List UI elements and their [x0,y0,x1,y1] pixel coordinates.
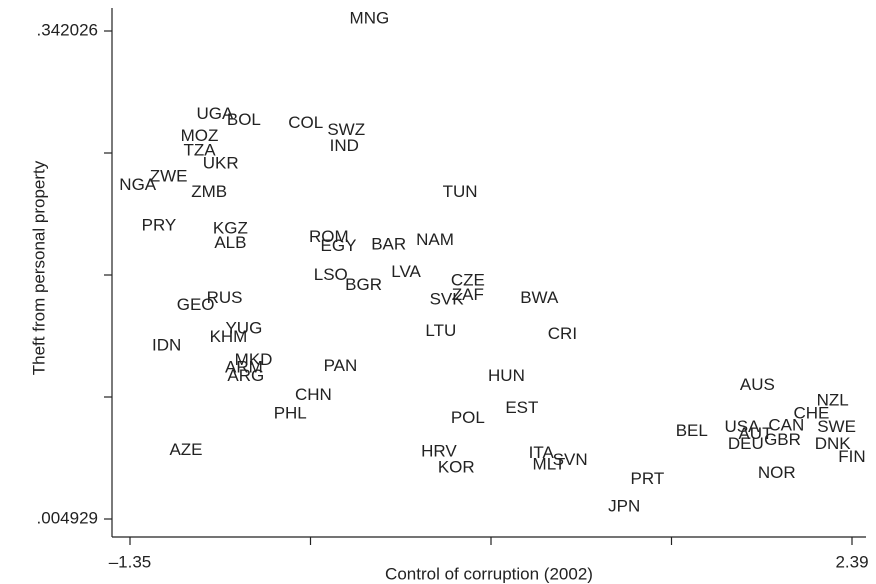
point-label: NOR [758,463,796,482]
point-label: BGR [345,275,382,294]
point-label: LVA [391,262,421,281]
point-label: NAM [416,230,454,249]
point-label: YUG [225,318,262,337]
point-label: POL [451,408,485,427]
point-label: SWZ [327,120,365,139]
point-label: CAN [768,415,804,434]
point-label: MNG [350,8,390,27]
point-label: EST [505,398,538,417]
x-tick-label: –1.35 [109,552,152,571]
point-label: MOZ [181,126,219,145]
point-label: ROM [309,227,349,246]
point-label: ZWE [150,166,188,185]
point-label: USA [724,417,760,436]
point-label: ITA [529,443,555,462]
point-label: SVN [553,450,588,469]
point-label: KOR [438,457,475,476]
y-tick-label: .004929 [37,508,98,527]
point-label: KGZ [213,218,248,237]
point-label: ARM [225,357,263,376]
point-label: BAR [371,234,406,253]
point-label: IDN [152,336,181,355]
point-label: UKR [203,153,239,172]
point-label: BOL [227,110,261,129]
point-label: HRV [421,441,457,460]
y-axis-label: Theft from personal property [29,160,48,375]
point-label: KHM [210,327,248,346]
point-label: RUS [207,288,243,307]
point-label: SWE [817,417,856,436]
point-label: NZL [817,391,849,410]
point-label: COL [288,113,323,132]
point-label: DNK [815,434,852,453]
point-label: CHN [295,385,332,404]
x-tick-label: 2.39 [835,552,868,571]
point-label: GEO [177,295,215,314]
point-label: LTU [425,321,456,340]
point-label: ALB [214,233,246,252]
point-label: SVK [430,289,465,308]
point-label: ARG [227,366,264,385]
point-label: PAN [324,356,358,375]
point-label: MLT [533,454,566,473]
point-label: EGY [321,236,357,255]
point-label: BEL [676,421,708,440]
y-tick-label: .342026 [37,20,98,39]
point-label: CHE [794,404,830,423]
point-label: MKD [235,350,273,369]
point-label: PRY [142,216,177,235]
point-label: BWA [520,288,559,307]
point-label: ZMB [191,182,227,201]
point-label: CRI [548,324,577,343]
point-label: TZA [183,140,216,159]
point-label: ZAF [452,285,484,304]
x-axis-label: Control of corruption (2002) [385,564,593,583]
point-label: CZE [451,271,485,290]
point-label: IND [330,136,359,155]
point-label: JPN [608,496,640,515]
point-label: PHL [274,404,307,423]
point-label: TUN [443,182,478,201]
point-label: LSO [314,265,348,284]
point-label: AZE [169,440,202,459]
point-label: FIN [838,447,865,466]
point-label: UGA [197,104,235,123]
point-label: PRT [631,469,665,488]
point-label: AUT [738,424,772,443]
point-label: NGA [119,175,157,194]
point-label: GBR [764,430,801,449]
point-label: HUN [488,366,525,385]
point-label: AUS [740,375,775,394]
point-label: DEU [728,434,764,453]
